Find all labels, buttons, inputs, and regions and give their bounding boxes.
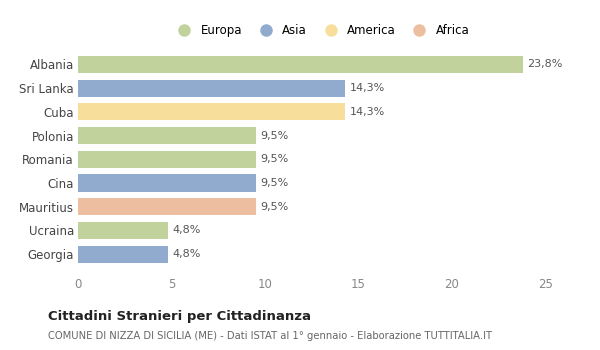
Text: Cittadini Stranieri per Cittadinanza: Cittadini Stranieri per Cittadinanza	[48, 310, 311, 323]
Text: 9,5%: 9,5%	[260, 154, 289, 164]
Bar	[78, 79, 346, 97]
Text: 23,8%: 23,8%	[527, 60, 563, 69]
Text: 4,8%: 4,8%	[172, 225, 201, 236]
Text: 9,5%: 9,5%	[260, 202, 289, 212]
Text: 14,3%: 14,3%	[350, 107, 385, 117]
Bar	[78, 246, 168, 262]
Bar	[78, 198, 256, 215]
Text: 9,5%: 9,5%	[260, 178, 289, 188]
Bar	[78, 151, 256, 168]
Bar	[78, 222, 168, 239]
Bar	[78, 56, 523, 73]
Text: 14,3%: 14,3%	[350, 83, 385, 93]
Text: 4,8%: 4,8%	[172, 249, 201, 259]
Bar	[78, 103, 346, 120]
Bar	[78, 127, 256, 144]
Text: COMUNE DI NIZZA DI SICILIA (ME) - Dati ISTAT al 1° gennaio - Elaborazione TUTTIT: COMUNE DI NIZZA DI SICILIA (ME) - Dati I…	[48, 331, 492, 341]
Legend: Europa, Asia, America, Africa: Europa, Asia, America, Africa	[167, 20, 475, 42]
Text: 9,5%: 9,5%	[260, 131, 289, 141]
Bar	[78, 174, 256, 191]
